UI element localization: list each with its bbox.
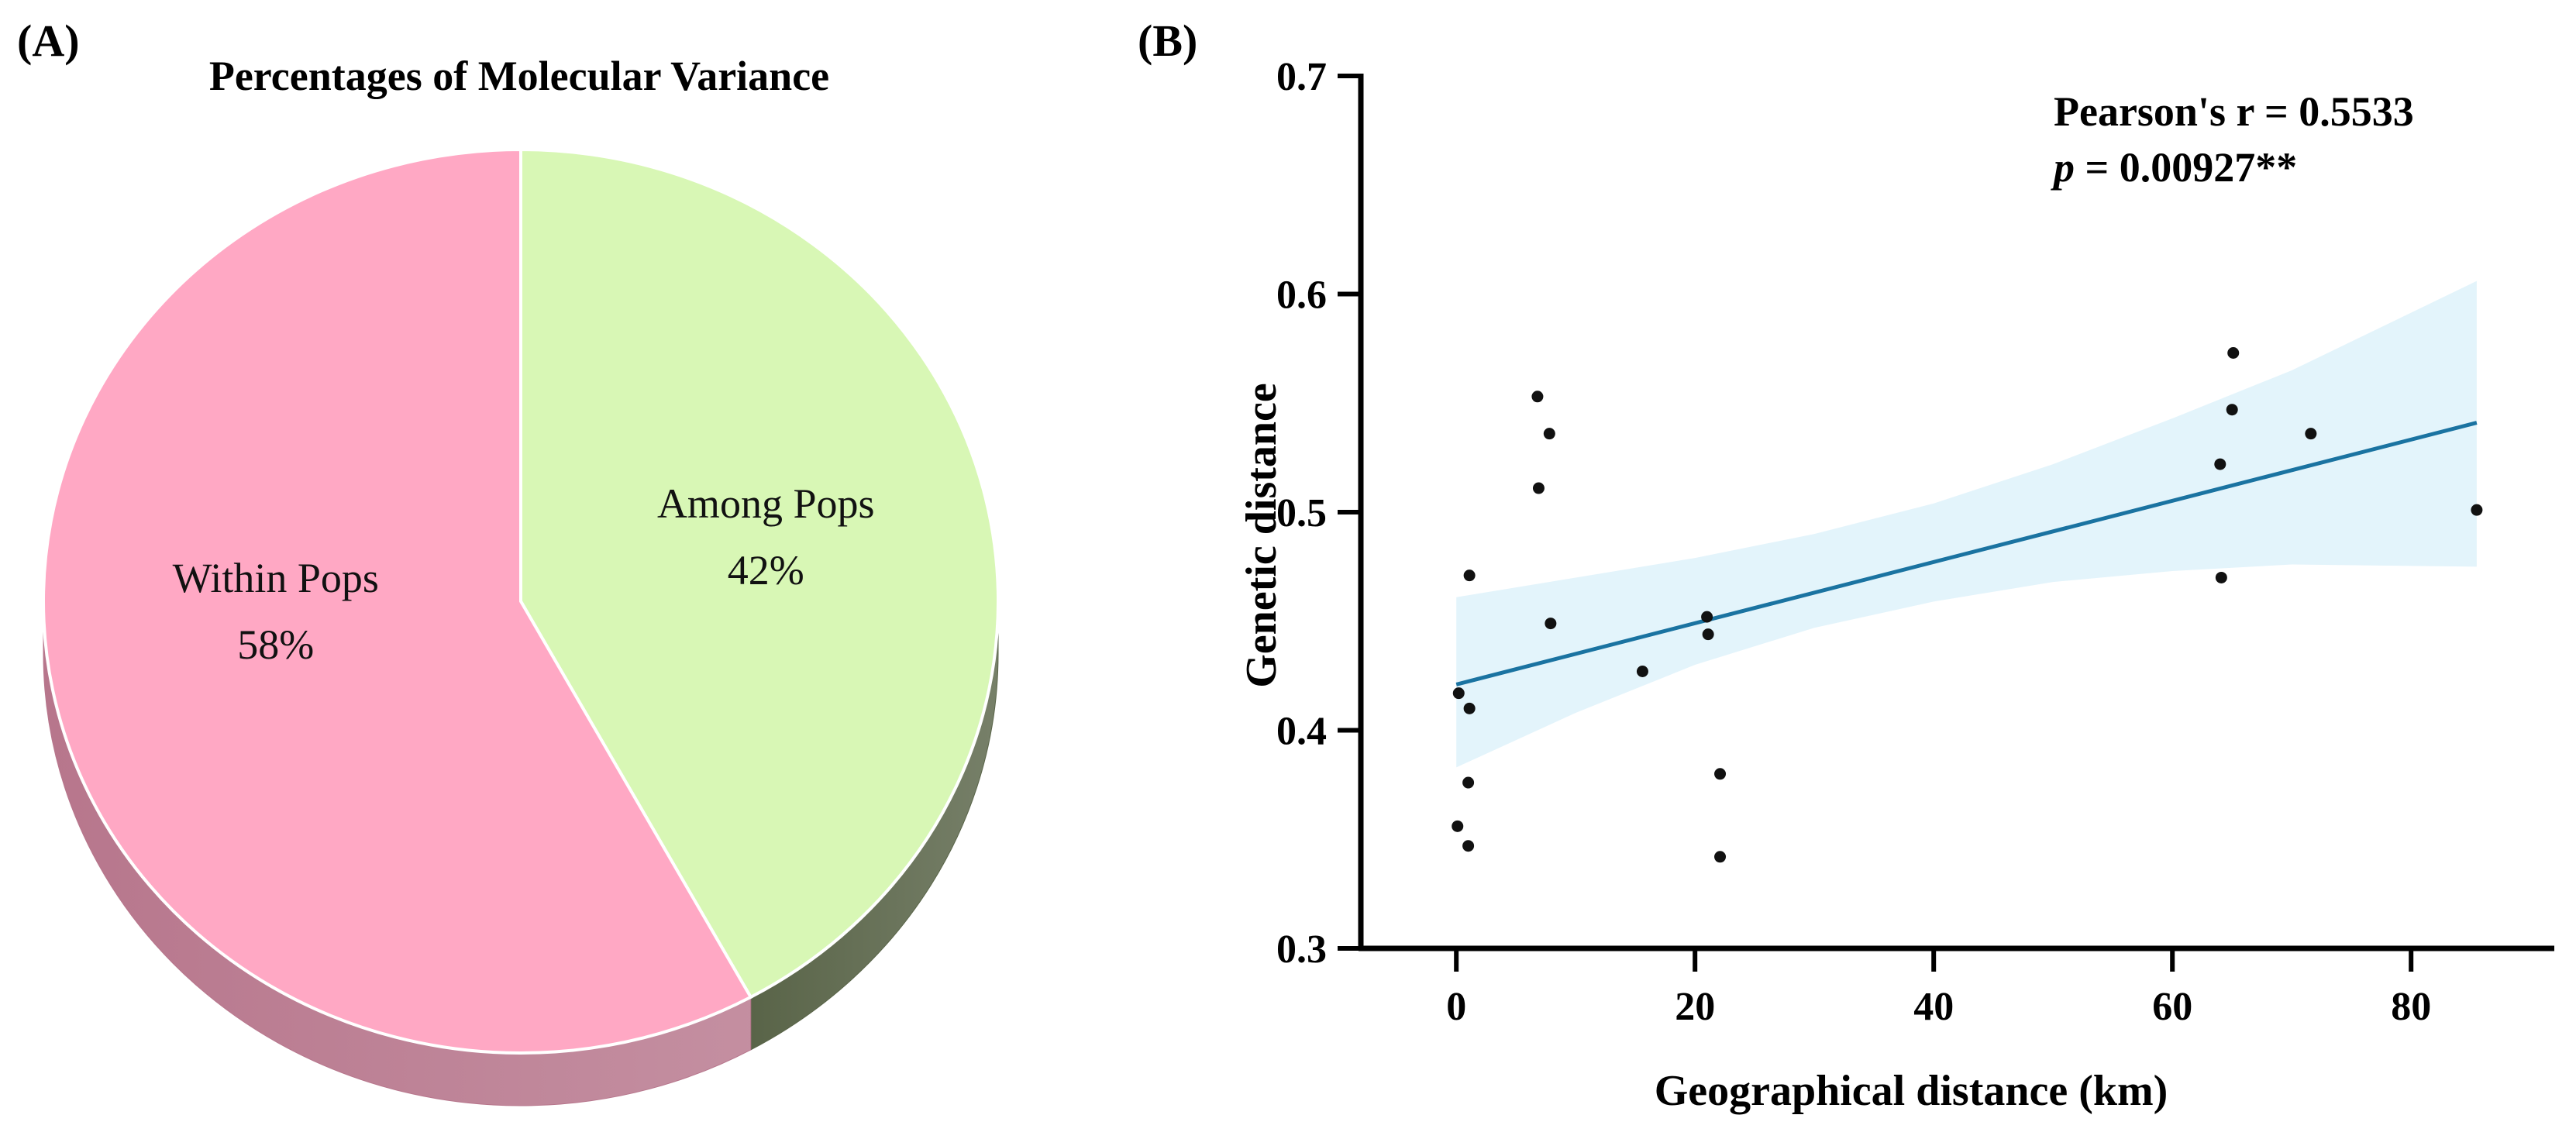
scatter-point bbox=[1714, 851, 1727, 863]
scatter-point bbox=[1463, 702, 1476, 714]
y-tick-label: 0.7 bbox=[1276, 55, 1327, 99]
scatter-point bbox=[1701, 611, 1713, 623]
scatter-point bbox=[2215, 571, 2227, 583]
regression-line bbox=[1455, 421, 2478, 686]
scatter-point bbox=[1702, 628, 1714, 641]
scatter-point bbox=[1543, 428, 1555, 440]
confidence-band bbox=[1456, 280, 2477, 768]
pie-value-within-pops: 58% bbox=[237, 621, 314, 668]
x-tick-label: 80 bbox=[2391, 985, 2431, 1029]
pie-slice-among-pops bbox=[519, 147, 1000, 1000]
pie-slice-within-pops bbox=[42, 147, 753, 1055]
x-tick-label: 0 bbox=[1446, 985, 1466, 1029]
y-tick-label: 0.6 bbox=[1276, 274, 1327, 318]
panel-b-scatter-chart: (B) 0.3 0.4 0.5 0.6 0.7 0 20 40 60 80 Geographic… bbox=[1138, 15, 2554, 1115]
p-value-annotation: p = 0.00927** bbox=[2051, 144, 2297, 191]
pearson-annotation: Pearson's r = 0.5533 bbox=[2054, 88, 2414, 135]
y-tick-label: 0.4 bbox=[1276, 710, 1327, 754]
x-tick-label: 20 bbox=[1675, 985, 1715, 1029]
pie-value-among-pops: 42% bbox=[728, 547, 804, 594]
scatter-point bbox=[1714, 768, 1727, 780]
scatter-point bbox=[2471, 504, 2483, 516]
scatter-point bbox=[1452, 687, 1465, 700]
scatter-point bbox=[1545, 618, 1557, 630]
scatter-point bbox=[1531, 391, 1544, 403]
scatter-point bbox=[1462, 776, 1475, 789]
pie-slices bbox=[42, 147, 1000, 1055]
scatter-point bbox=[1636, 665, 1648, 677]
x-tick-label: 40 bbox=[1913, 985, 1954, 1029]
y-axis-ticks: 0.3 0.4 0.5 0.6 0.7 bbox=[1276, 55, 1361, 972]
scatter-point bbox=[1532, 482, 1545, 494]
x-tick-label: 60 bbox=[2152, 985, 2192, 1029]
pie-label-among-pops: Among Pops bbox=[657, 480, 875, 527]
scatter-point bbox=[2226, 404, 2238, 416]
scatter-point bbox=[2227, 347, 2240, 360]
y-tick-label: 0.3 bbox=[1276, 927, 1327, 972]
pie-label-within-pops: Within Pops bbox=[173, 555, 379, 601]
scatter-point bbox=[1462, 840, 1475, 852]
scatter-point bbox=[2305, 428, 2317, 440]
p-symbol: p bbox=[2051, 144, 2075, 191]
panel-b-label: (B) bbox=[1138, 15, 1197, 66]
scatter-point bbox=[1463, 570, 1476, 582]
panel-a-pie-chart: (A) Percentages of Molecular Variance Am… bbox=[17, 15, 1000, 1106]
pie-slice-labels: Among Pops 42% Within Pops 58% bbox=[173, 480, 875, 668]
scatter-points bbox=[1452, 347, 2483, 863]
scatter-point bbox=[1452, 820, 1464, 832]
p-value-text: = 0.00927** bbox=[2075, 144, 2297, 191]
y-axis-title: Genetic distance bbox=[1238, 383, 1286, 687]
panel-a-label: (A) bbox=[17, 15, 80, 66]
x-axis-ticks: 0 20 40 60 80 bbox=[1446, 948, 2431, 1029]
x-axis-title: Geographical distance (km) bbox=[1655, 1067, 2168, 1115]
y-tick-label: 0.5 bbox=[1276, 491, 1327, 535]
pie-title: Percentages of Molecular Variance bbox=[209, 53, 829, 99]
scatter-point bbox=[2214, 458, 2226, 470]
